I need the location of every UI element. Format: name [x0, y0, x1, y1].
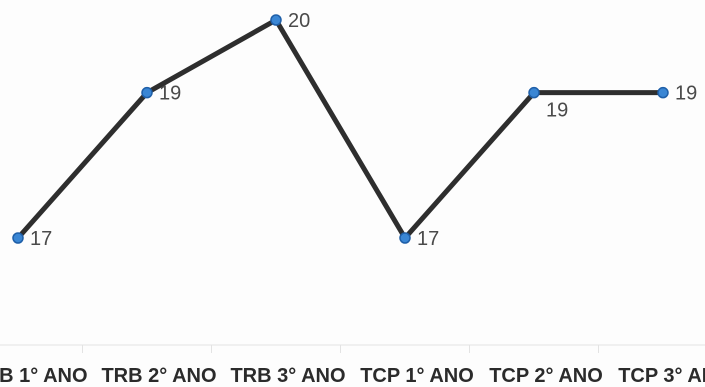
- data-point: [528, 86, 540, 99]
- data-point: [657, 86, 669, 99]
- x-tick-label: TRB 2° ANO: [101, 365, 216, 387]
- data-label: 19: [675, 83, 697, 105]
- x-tick-labels: TRB 1° ANO TRB 2° ANO TRB 3° ANO TCP 1° ANO…: [0, 365, 705, 387]
- data-label: 19: [159, 83, 181, 105]
- data-label: 19: [546, 100, 568, 122]
- data-point: [141, 86, 153, 99]
- data-point: [399, 232, 411, 244]
- data-point: [270, 14, 282, 26]
- data-labels: 17 19 20 17 19 19: [30, 10, 697, 250]
- x-tick-label: TCP 3° ANO: [618, 365, 705, 387]
- series-line-group: [15, 17, 666, 241]
- x-tick-label: TCP 1° ANO: [360, 365, 474, 387]
- series-line: [15, 17, 666, 241]
- x-tick-label: TRB 3° ANO: [230, 365, 345, 387]
- x-tick-label: TRB 1° ANO: [0, 365, 88, 387]
- data-label: 20: [288, 10, 310, 32]
- data-point: [12, 232, 24, 244]
- data-points: [12, 14, 669, 244]
- data-label: 17: [30, 228, 52, 250]
- x-axis: [0, 344, 705, 353]
- data-label: 17: [417, 228, 439, 250]
- x-tick-label: TCP 2° ANO: [489, 365, 603, 387]
